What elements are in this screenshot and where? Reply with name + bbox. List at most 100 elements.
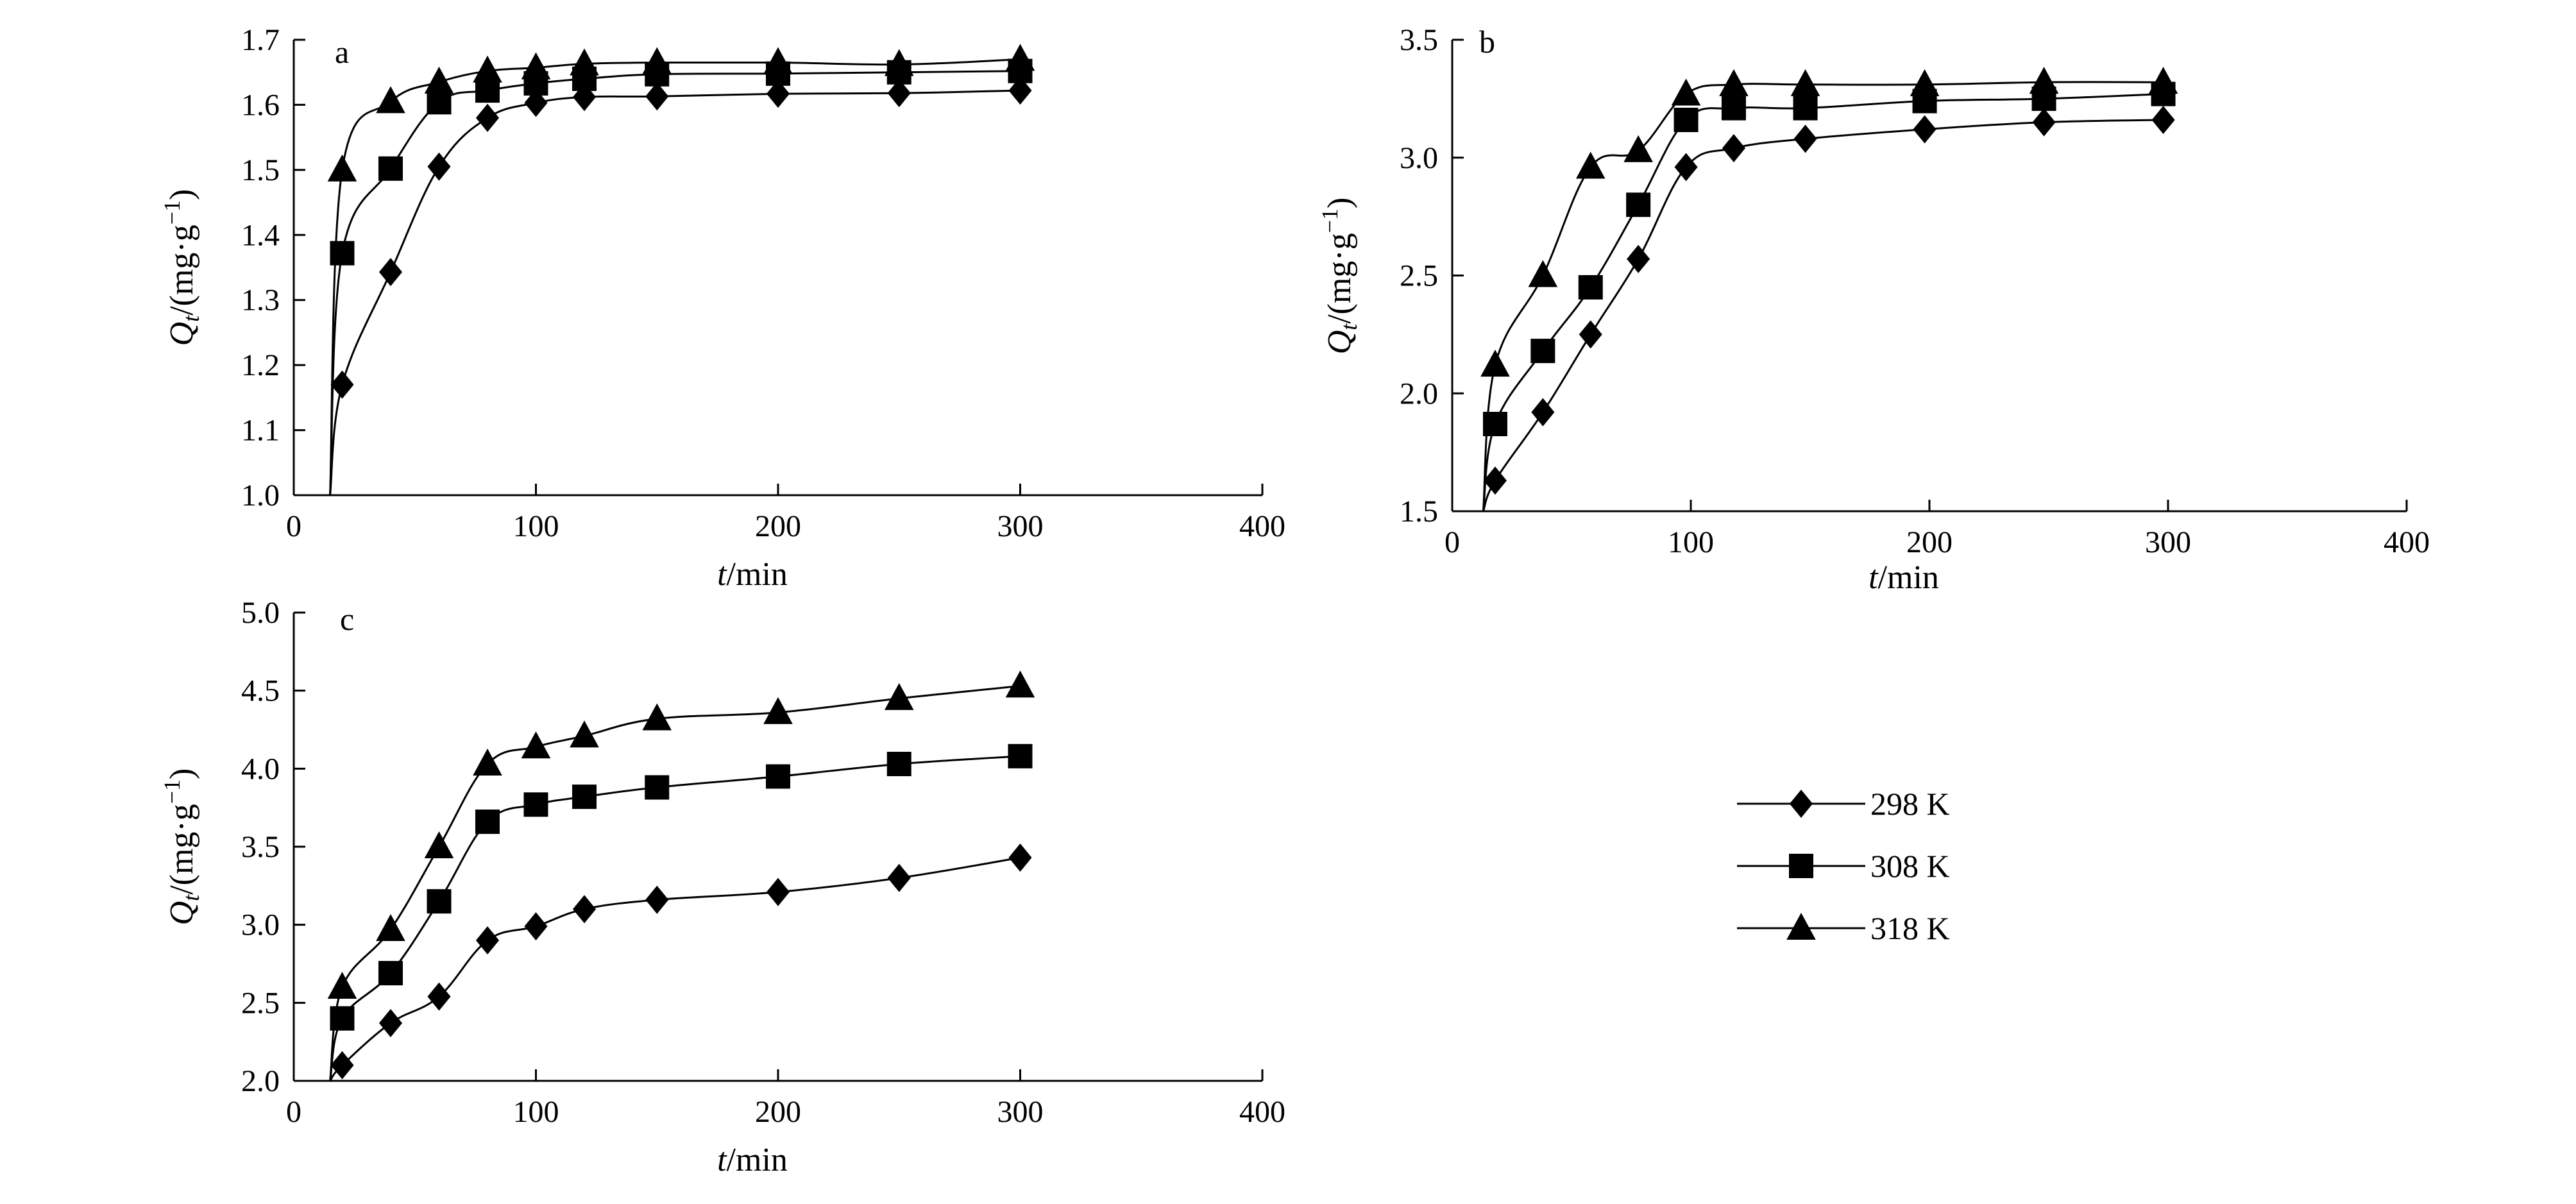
data-point-square — [1674, 107, 1699, 132]
y-tick-label: 1.0 — [241, 479, 280, 513]
data-point-diamond — [1531, 398, 1555, 427]
data-point-square — [886, 752, 911, 777]
data-point-triangle — [521, 52, 551, 80]
data-point-triangle — [1790, 69, 1820, 96]
data-point-diamond — [572, 83, 597, 112]
y-tick-label: 1.1 — [241, 414, 280, 448]
chart-panel-b: 1.5 2.0 2.5 3.0 3.5 0 100 200 300 400 b t/min Qt/(mg… — [1317, 23, 2430, 596]
data-point-square — [378, 961, 403, 986]
data-point-triangle — [1623, 135, 1653, 162]
data-point-diamond — [378, 1008, 403, 1037]
y-tick-label: 5.0 — [241, 596, 280, 630]
data-point-triangle — [376, 86, 405, 114]
y-tick-label: 1.4 — [241, 218, 280, 252]
panel-letter: c — [340, 601, 354, 637]
series-line — [329, 684, 1021, 1081]
y-tick-label: 2.0 — [241, 1064, 280, 1098]
legend-marker-diamond — [1789, 790, 1813, 818]
data-point-square — [427, 889, 452, 914]
data-point-square — [475, 810, 500, 835]
data-point-diamond — [887, 79, 911, 108]
data-point-triangle — [327, 972, 357, 999]
x-tick-label: 0 — [1445, 525, 1460, 559]
y-axis-label: Qt/(mg·g−1) — [159, 768, 204, 926]
legend-label: 318 K — [1870, 910, 1950, 946]
data-point-square — [1626, 192, 1651, 217]
chart-panel-a: 1.0 1.1 1.2 1.3 1.4 1.5 1.6 1.7 0 100 200 300 400 a t/… — [159, 23, 1285, 593]
series-line — [329, 58, 1021, 496]
y-tick-label: 3.0 — [241, 908, 280, 942]
data-point-diamond — [475, 103, 500, 132]
data-point-diamond — [887, 863, 911, 892]
series-diamond — [1482, 105, 2175, 512]
data-point-triangle — [1528, 260, 1558, 287]
data-point-diamond — [1008, 76, 1032, 105]
y-tick-label: 4.0 — [241, 752, 280, 786]
y-tick-label: 2.5 — [241, 986, 280, 1020]
data-point-triangle — [884, 683, 914, 710]
data-point-diamond — [475, 926, 500, 954]
legend: 298 K 308 K 318 K — [1737, 786, 1950, 946]
x-axis-label: t/min — [1868, 559, 1939, 596]
y-tick-label: 1.5 — [241, 153, 280, 187]
data-point-diamond — [427, 152, 451, 181]
data-point-triangle — [2029, 67, 2059, 94]
data-point-triangle — [2148, 67, 2178, 94]
data-point-triangle — [1719, 69, 1749, 96]
data-point-triangle — [763, 47, 793, 74]
x-tick-label: 200 — [755, 1095, 801, 1129]
legend-entry: 298 K — [1737, 786, 1950, 822]
y-tick-label: 3.0 — [1400, 141, 1438, 175]
data-point-triangle — [1910, 69, 1940, 96]
data-point-square — [1578, 275, 1603, 300]
data-point-diamond — [2151, 105, 2175, 134]
series-diamond — [329, 76, 1032, 496]
data-point-square — [427, 90, 452, 115]
series-line — [329, 755, 1021, 1081]
data-point-square — [766, 764, 790, 789]
y-tick-label: 1.3 — [241, 284, 280, 318]
x-axis-label: t/min — [717, 1142, 788, 1178]
x-tick-label: 400 — [2384, 525, 2430, 559]
y-tick-label: 2.5 — [1400, 259, 1438, 293]
x-tick-label: 200 — [1906, 525, 1953, 559]
data-point-diamond — [1483, 466, 1507, 495]
data-point-diamond — [1627, 244, 1650, 273]
data-point-triangle — [473, 749, 502, 776]
data-point-diamond — [330, 370, 354, 399]
x-tick-label: 400 — [1239, 1095, 1285, 1129]
series-line — [329, 89, 1021, 496]
data-point-triangle — [424, 66, 454, 94]
data-point-square — [1793, 96, 1818, 121]
data-point-triangle — [473, 55, 502, 83]
legend-label: 308 K — [1870, 848, 1950, 884]
data-point-square — [523, 792, 548, 817]
series-square — [329, 58, 1033, 496]
x-tick-label: 400 — [1239, 509, 1285, 543]
x-tick-label: 300 — [997, 1095, 1044, 1129]
y-tick-label: 2.0 — [1400, 377, 1438, 411]
legend-marker-square — [1789, 854, 1813, 878]
data-point-diamond — [1008, 844, 1032, 872]
data-point-square — [1530, 339, 1555, 364]
legend-label: 298 K — [1870, 786, 1950, 822]
data-point-diamond — [1579, 320, 1602, 349]
data-point-square — [1008, 743, 1033, 768]
data-point-triangle — [1005, 44, 1035, 71]
data-point-square — [1721, 96, 1746, 121]
data-point-diamond — [645, 82, 669, 111]
x-tick-label: 300 — [2145, 525, 2191, 559]
y-tick-label: 4.5 — [241, 674, 280, 708]
y-tick-label: 3.5 — [1400, 23, 1438, 57]
series-diamond — [329, 844, 1032, 1081]
data-point-diamond — [330, 1051, 354, 1080]
y-tick-label: 1.7 — [241, 23, 280, 57]
y-tick-label: 3.5 — [241, 830, 280, 864]
data-point-triangle — [1671, 78, 1701, 106]
legend-entry: 318 K — [1737, 910, 1950, 946]
x-tick-label: 100 — [1668, 525, 1714, 559]
data-point-triangle — [521, 731, 551, 759]
x-tick-label: 100 — [513, 509, 559, 543]
data-point-diamond — [1793, 124, 1817, 153]
